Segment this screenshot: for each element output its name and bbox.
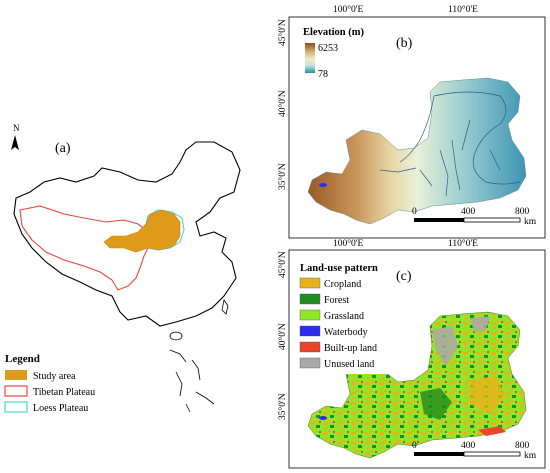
scalebar-c: 0 400 800 km xyxy=(412,441,537,461)
legend-label-built-up-land: Built-up land xyxy=(324,343,377,354)
panel-c-lat-tick-40: 40°0'N xyxy=(277,323,288,350)
scalebar-b: 0 400 800 km xyxy=(412,207,537,227)
legend-label-grassland: Grassland xyxy=(324,311,364,322)
cropland-patch xyxy=(470,376,506,414)
scalebar-b-0: 0 xyxy=(412,207,417,217)
panel-b-lat-tick-35: 35°0'N xyxy=(277,163,288,190)
legend-swatch-loess-plateau xyxy=(4,401,28,413)
panel-b: 100°0'E 110°0'E 45°0'N 40°0'N 35°0'N Ele… xyxy=(277,4,546,239)
panel-b-lat-tick-40: 40°0'N xyxy=(277,90,288,117)
qinghai-lake-c xyxy=(319,416,327,420)
panel-c-lat-tick-45: 45°0'N xyxy=(277,251,288,278)
river-network xyxy=(379,91,521,197)
legend-swatch-study-area xyxy=(5,370,27,380)
legend-label-waterbody: Waterbody xyxy=(324,327,368,338)
legend-swatch-waterbody xyxy=(299,325,321,337)
tibetan-plateau-outline xyxy=(19,205,151,291)
elevation-min-label: 78 xyxy=(318,69,328,80)
scalebar-c-400: 400 xyxy=(461,441,476,451)
legend-label-tibetan-plateau: Tibetan Plateau xyxy=(33,387,95,398)
panel-c-lon-tick-110: 110°0'E xyxy=(448,238,478,249)
unused-land-patch-2 xyxy=(470,316,490,332)
legend-swatch-unused-land xyxy=(299,357,321,369)
elevation-legend: Elevation (m) 6253 78 xyxy=(301,21,379,81)
legend-a: Legend Study area Tibetan Plateau Loess … xyxy=(4,353,95,414)
elevation-legend-title: Elevation (m) xyxy=(303,27,364,38)
built-up-patch xyxy=(478,426,506,436)
scalebar-c-800: 800 xyxy=(515,441,530,451)
panel-a: N (a) Legend Study area Tibetan Plateau … xyxy=(4,123,241,414)
panel-c: 100°0'E 110°0'E 45°0'N 40°0'N 35°0'N Lan… xyxy=(277,238,546,469)
legend-label-cropland: Cropland xyxy=(324,279,361,290)
scalebar-b-400: 400 xyxy=(461,207,476,217)
china-outline xyxy=(13,141,241,327)
forest-patch xyxy=(420,388,452,420)
legend-swatch-cropland xyxy=(299,277,321,289)
legend-label-loess-plateau: Loess Plateau xyxy=(33,403,88,414)
elevation-map xyxy=(307,77,527,225)
elevation-max-label: 6253 xyxy=(318,43,338,54)
legend-swatch-forest xyxy=(299,293,321,305)
north-arrow: N xyxy=(11,123,20,150)
legend-a-title: Legend xyxy=(5,353,40,365)
elevation-gradient-bar xyxy=(305,43,315,73)
qinghai-lake-b xyxy=(319,183,327,187)
legend-label-study-area: Study area xyxy=(33,371,76,382)
taiwan-island xyxy=(221,298,229,315)
south-china-sea-islands xyxy=(169,349,215,413)
legend-swatch-built-up-land xyxy=(299,341,321,353)
legend-label-unused-land: Unused land xyxy=(324,359,374,370)
panel-b-lat-tick-45: 45°0'N xyxy=(277,19,288,46)
panel-c-lon-tick-100: 100°0'E xyxy=(333,238,364,249)
panel-b-label: (b) xyxy=(396,36,413,51)
study-area xyxy=(103,209,181,253)
panel-b-lon-tick-100: 100°0'E xyxy=(333,4,364,15)
legend-swatch-tibetan-plateau xyxy=(4,385,28,397)
panel-a-label: (a) xyxy=(55,141,71,156)
hainan-island xyxy=(169,331,183,341)
scalebar-c-0: 0 xyxy=(412,441,417,451)
svg-text:N: N xyxy=(13,123,20,133)
panel-c-lat-tick-35: 35°0'N xyxy=(277,393,288,420)
land-use-legend-title: Land-use pattern xyxy=(300,263,378,274)
legend-label-forest: Forest xyxy=(324,295,349,306)
panel-b-lon-tick-110: 110°0'E xyxy=(448,4,478,15)
scalebar-b-800: 800 xyxy=(515,207,530,217)
unused-land-patch xyxy=(432,326,458,366)
scalebar-c-unit: km xyxy=(524,451,537,461)
panel-c-label: (c) xyxy=(396,269,412,284)
land-use-legend: Land-use pattern Cropland Forest Grassla… xyxy=(296,258,394,374)
scalebar-b-unit: km xyxy=(524,217,537,227)
legend-swatch-grassland xyxy=(299,309,321,321)
